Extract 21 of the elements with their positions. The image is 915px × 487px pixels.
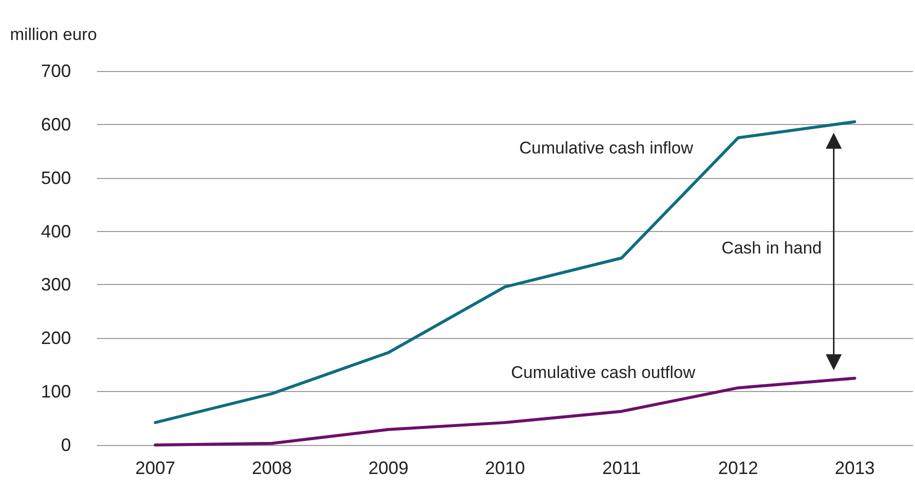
x-tick-label: 2009 — [368, 458, 408, 478]
x-tick-label: 2010 — [484, 458, 526, 478]
x-tick-label: 2013 — [834, 458, 875, 478]
y-tick-label: 0 — [60, 435, 71, 455]
x-tick-label: 2011 — [602, 458, 641, 478]
line-series — [154, 376, 856, 446]
y-tick-label: 400 — [40, 221, 71, 242]
y-axis-title: million euro — [10, 25, 97, 44]
y-tick-label: 500 — [40, 168, 71, 188]
y-tick-label: 600 — [40, 114, 71, 134]
series-label: Cumulative cash inflow — [519, 138, 694, 158]
x-tick-label: 2007 — [135, 458, 176, 478]
y-tick-label: 300 — [40, 274, 71, 295]
line-series — [154, 120, 856, 424]
x-tick-label: 2008 — [252, 458, 292, 478]
series-label: Cumulative cash outflow — [511, 362, 696, 382]
x-tick-label: 2012 — [718, 458, 758, 478]
annotation: Cash in hand — [722, 238, 822, 258]
y-tick-label: 700 — [40, 61, 71, 81]
y-tick-label: 200 — [40, 328, 71, 348]
y-tick-label: 100 — [40, 382, 71, 402]
